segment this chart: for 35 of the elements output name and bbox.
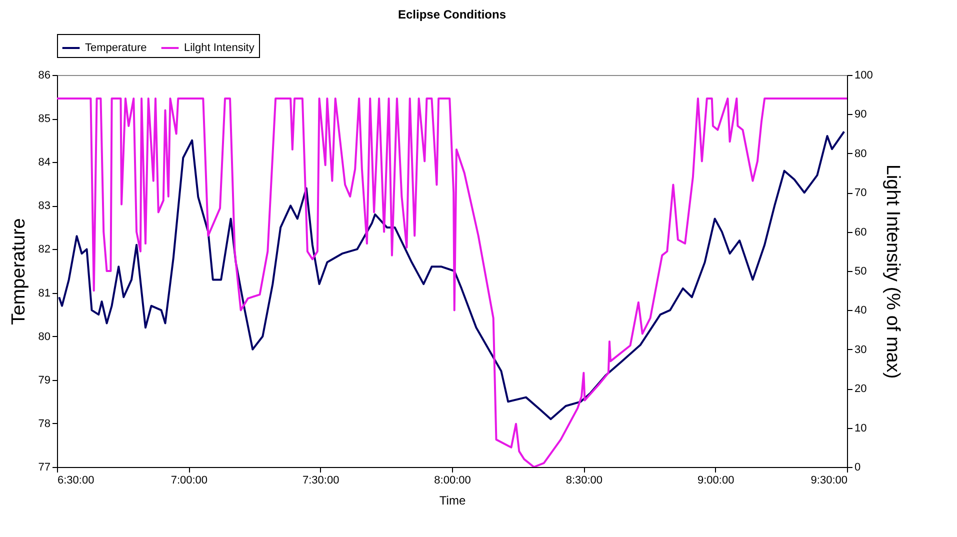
y-tick-label: 78 xyxy=(38,418,50,430)
y-tick-label: 77 xyxy=(38,462,50,474)
legend-label: Lilght Intensity xyxy=(184,42,255,54)
y2-tick-label: 80 xyxy=(854,148,867,160)
y-tick-label: 79 xyxy=(38,374,50,386)
x-tick-label: 8:00:00 xyxy=(434,474,471,486)
y-tick-label: 85 xyxy=(38,113,50,126)
y-tick-label: 86 xyxy=(38,70,50,82)
y2-tick-label: 30 xyxy=(854,344,867,356)
y2-tick-label: 50 xyxy=(854,266,867,278)
y2-tick-label: 0 xyxy=(854,462,861,474)
y2-tick-label: 60 xyxy=(854,226,867,238)
y2-tick-label: 90 xyxy=(854,108,867,121)
x-tick-label: 7:00:00 xyxy=(170,474,208,486)
y-tick-label: 81 xyxy=(38,287,50,300)
x-tick-label: 9:00:00 xyxy=(697,474,734,486)
x-tick-label: 6:30:00 xyxy=(58,474,94,486)
y-axis-title: Temperature xyxy=(8,218,30,325)
y2-tick-label: 70 xyxy=(854,187,867,200)
legend-label: Temperature xyxy=(85,42,147,54)
x-tick-label: 8:30:00 xyxy=(566,474,603,486)
y-tick-label: 80 xyxy=(38,330,50,343)
chart-title: Eclipse Conditions xyxy=(398,8,506,22)
y2-tick-label: 10 xyxy=(854,422,867,434)
y-tick-label: 82 xyxy=(38,244,50,256)
y2-tick-label: 20 xyxy=(854,383,867,396)
line-series xyxy=(58,130,846,420)
x-axis-title: Time xyxy=(439,494,466,508)
y-tick-label: 83 xyxy=(38,200,50,212)
x-tick-label: 7:30:00 xyxy=(302,474,340,486)
y2-tick-label: 100 xyxy=(854,70,873,82)
y2-axis-title: Light Intensity (% of max) xyxy=(882,164,903,379)
x-tick-label: 9:30:00 xyxy=(810,474,848,486)
y-tick-label: 84 xyxy=(38,156,50,169)
y2-tick-label: 40 xyxy=(854,304,867,317)
